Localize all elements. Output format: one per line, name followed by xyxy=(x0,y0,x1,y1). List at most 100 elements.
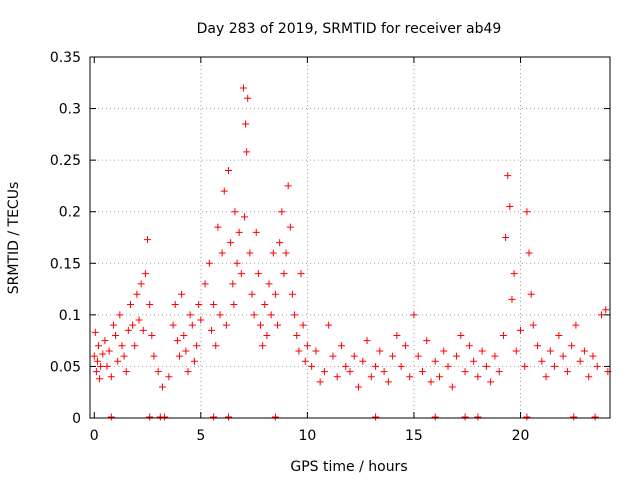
data-point xyxy=(359,357,367,365)
data-point xyxy=(320,368,328,376)
x-tick-label: 5 xyxy=(196,428,205,444)
data-point xyxy=(384,378,392,386)
data-point xyxy=(580,347,588,355)
data-point xyxy=(474,373,482,381)
data-point xyxy=(325,321,333,329)
data-point xyxy=(506,203,514,211)
data-point xyxy=(355,383,363,391)
data-point xyxy=(276,239,284,247)
data-point xyxy=(376,347,384,355)
data-point xyxy=(146,413,154,421)
data-point xyxy=(372,413,380,421)
data-point xyxy=(131,342,139,350)
data-point xyxy=(301,357,309,365)
data-point xyxy=(201,280,209,288)
data-point xyxy=(406,373,414,381)
data-point xyxy=(126,301,134,309)
data-point xyxy=(218,249,226,257)
data-point xyxy=(495,368,503,376)
data-point xyxy=(295,347,303,355)
data-point xyxy=(363,337,371,345)
data-point xyxy=(150,352,158,360)
data-point xyxy=(158,383,166,391)
data-point xyxy=(114,357,122,365)
data-point xyxy=(559,352,567,360)
data-point xyxy=(274,321,282,329)
data-point xyxy=(173,337,181,345)
data-point xyxy=(193,342,201,350)
data-point xyxy=(103,362,111,370)
data-point xyxy=(93,357,101,365)
y-tick-label: 0.35 xyxy=(50,50,81,66)
data-point xyxy=(144,236,152,244)
data-point xyxy=(271,413,279,421)
data-point xyxy=(303,342,311,350)
data-point xyxy=(529,321,537,329)
data-point xyxy=(316,378,324,386)
data-point xyxy=(109,321,117,329)
data-point xyxy=(299,321,307,329)
data-point xyxy=(418,368,426,376)
chart-title: Day 283 of 2019, SRMTID for receiver ab4… xyxy=(197,21,502,37)
data-point xyxy=(510,270,518,278)
y-tick-label: 0.15 xyxy=(50,256,81,272)
data-point xyxy=(367,373,375,381)
data-point xyxy=(440,347,448,355)
data-point xyxy=(107,413,115,421)
data-point xyxy=(237,270,245,278)
y-tick-label: 0.2 xyxy=(59,205,81,221)
data-point xyxy=(256,321,264,329)
data-point xyxy=(246,249,254,257)
data-point xyxy=(248,290,256,298)
data-point xyxy=(91,328,99,336)
data-point xyxy=(118,342,126,350)
data-point xyxy=(487,378,495,386)
data-point xyxy=(308,362,316,370)
data-point xyxy=(242,120,250,128)
data-point xyxy=(457,331,465,339)
data-point xyxy=(591,413,599,421)
data-point xyxy=(538,357,546,365)
data-point xyxy=(312,347,320,355)
data-point xyxy=(265,280,273,288)
data-point xyxy=(589,352,597,360)
data-point xyxy=(551,362,559,370)
data-point xyxy=(239,84,247,92)
data-point xyxy=(329,352,337,360)
data-point xyxy=(133,290,141,298)
data-point xyxy=(171,301,179,309)
data-point xyxy=(346,368,354,376)
data-point xyxy=(107,373,115,381)
data-point xyxy=(205,259,213,267)
data-point xyxy=(280,270,288,278)
data-point xyxy=(182,347,190,355)
data-point xyxy=(135,316,143,324)
data-point xyxy=(478,347,486,355)
data-point xyxy=(105,347,113,355)
data-point xyxy=(534,342,542,350)
data-point xyxy=(278,208,286,216)
x-tick-label: 20 xyxy=(512,428,530,444)
data-point xyxy=(129,321,137,329)
data-point xyxy=(512,347,520,355)
data-point xyxy=(491,352,499,360)
data-point xyxy=(161,413,169,421)
data-point xyxy=(176,352,184,360)
data-point xyxy=(233,259,241,267)
data-point xyxy=(291,311,299,319)
data-point xyxy=(216,311,224,319)
data-point xyxy=(120,352,128,360)
data-point xyxy=(521,362,529,370)
data-point xyxy=(250,311,258,319)
data-point xyxy=(241,213,249,221)
data-point xyxy=(465,342,473,350)
data-point xyxy=(178,290,186,298)
data-point xyxy=(576,357,584,365)
data-point xyxy=(212,342,220,350)
y-tick-label: 0 xyxy=(72,411,81,427)
data-point xyxy=(523,208,531,216)
data-point xyxy=(186,311,194,319)
data-point xyxy=(116,311,124,319)
